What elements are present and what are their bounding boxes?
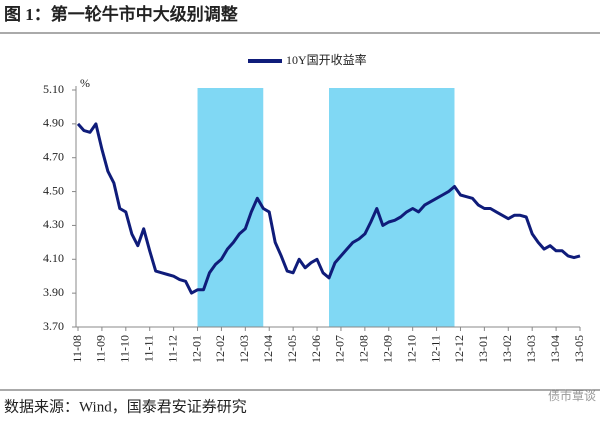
y-unit: % — [80, 76, 90, 90]
x-tick-label: 12-03 — [237, 335, 251, 363]
chart-title: 图 1：第一轮牛市中大级别调整 — [4, 4, 238, 24]
source: 数据来源：Wind，国泰君安证券研究 — [4, 398, 247, 415]
y-tick-label: 5.10 — [43, 82, 64, 96]
x-tick-label: 11-12 — [165, 335, 179, 363]
y-tick-label: 4.10 — [43, 251, 64, 265]
y-tick-label: 4.50 — [43, 183, 64, 197]
x-tick-label: 12-06 — [309, 335, 323, 363]
x-tick-label: 11-09 — [94, 335, 108, 363]
x-tick-label: 12-09 — [381, 335, 395, 363]
line-series — [76, 122, 581, 295]
x-tick-label: 12-04 — [261, 335, 275, 363]
y-tick-label: 3.70 — [43, 319, 64, 333]
y-tick-label: 4.90 — [43, 116, 64, 130]
x-tick-label: 13-05 — [572, 335, 586, 363]
x-tick-label: 12-08 — [357, 335, 371, 363]
x-tick-label: 11-11 — [141, 335, 155, 362]
x-tick-label: 13-02 — [500, 335, 514, 363]
x-tick-label: 13-01 — [476, 335, 490, 363]
highlight-band — [329, 88, 455, 327]
x-tick-label: 12-05 — [285, 335, 299, 363]
legend-label: 10Y国开收益率 — [286, 52, 367, 67]
x-tick-label: 13-04 — [548, 335, 562, 363]
x-tick-label: 12-07 — [333, 335, 347, 363]
x-tick-label: 12-02 — [213, 335, 227, 363]
x-tick-label: 11-08 — [70, 335, 84, 363]
x-tick-label: 13-03 — [524, 335, 538, 363]
x-tick-label: 12-01 — [189, 335, 203, 363]
y-tick-label: 4.30 — [43, 217, 64, 231]
x-tick-label: 12-11 — [428, 335, 442, 363]
x-tick-label: 12-10 — [404, 335, 418, 363]
x-tick-label: 11-10 — [118, 335, 132, 363]
watermark: 债市覃谈 — [548, 388, 596, 403]
y-tick-label: 3.90 — [43, 285, 64, 299]
y-tick-label: 4.70 — [43, 149, 64, 163]
x-tick-label: 12-12 — [452, 335, 466, 363]
